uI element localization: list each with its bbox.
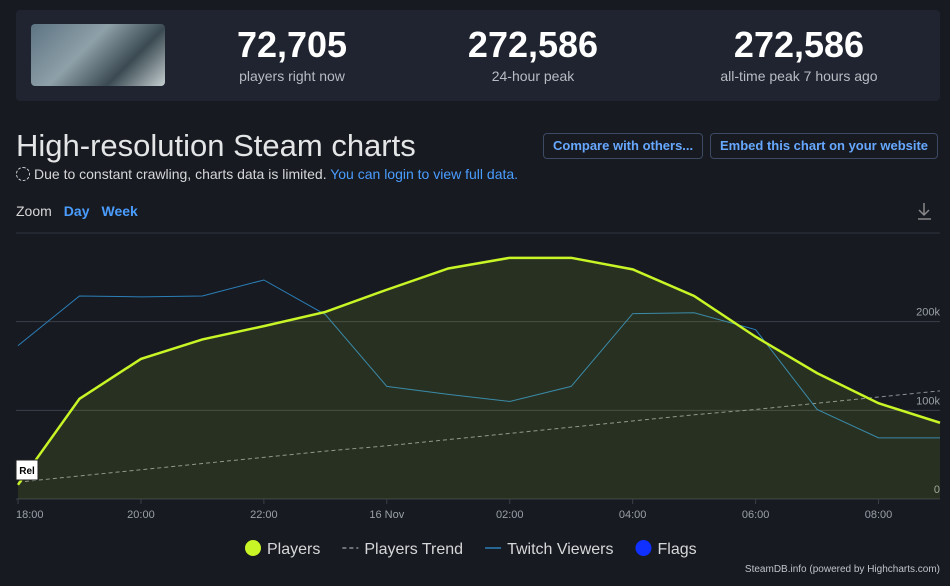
legend-label[interactable]: Players Trend <box>364 541 463 558</box>
x-tick-label: 02:00 <box>496 509 524 521</box>
y-tick-label: 100k <box>916 395 940 407</box>
zoom: Zoom Day Week <box>16 203 138 219</box>
legend-label[interactable]: Twitch Viewers <box>507 541 613 558</box>
series-line <box>17 390 941 483</box>
y-tick-label: 0 <box>934 484 940 496</box>
note: Due to constant crawling, charts data is… <box>16 166 518 182</box>
credits: SteamDB.info (powered by Highcharts.com) <box>745 564 940 575</box>
stat-label: 24-hour peak <box>491 68 575 84</box>
stat-value: 272,586 <box>467 24 599 65</box>
y-tick-label: 200k <box>916 307 940 319</box>
x-tick-label: 22:00 <box>250 509 278 521</box>
x-tick-label: 16 Nov <box>369 509 404 521</box>
legend-symbol <box>635 540 652 556</box>
stats-panel: 72,705 players right now 272,586 24-hour p… <box>16 10 940 101</box>
annotation-box <box>15 459 39 481</box>
embed-button[interactable]: Embed this chart on your website <box>710 133 939 159</box>
legend-label[interactable]: Players <box>267 541 320 558</box>
stat-label: players right now <box>239 68 345 84</box>
zoom-label: Zoom <box>16 203 52 219</box>
series-line <box>16 256 941 486</box>
zoom-option[interactable]: Week <box>101 203 138 219</box>
x-tick-label: 20:00 <box>127 509 155 521</box>
stat: 272,586 all-time peak 7 hours ago <box>699 24 899 84</box>
login-link[interactable]: You can login to view full data. <box>330 166 519 182</box>
zoom-option[interactable]: Day <box>63 203 90 219</box>
stat-value: 72,705 <box>236 24 348 65</box>
stat: 272,586 24-hour peak <box>433 24 633 84</box>
download-icon[interactable] <box>918 203 931 220</box>
note-text: Due to constant crawling, charts data is… <box>34 166 327 182</box>
annotation: Rel <box>19 466 35 477</box>
stat: 72,705 players right now <box>192 24 392 84</box>
x-tick-label: 18:00 <box>16 509 44 521</box>
x-tick-label: 04:00 <box>619 509 647 521</box>
page-title: High-resolution Steam charts <box>16 128 416 163</box>
area <box>18 257 940 499</box>
x-tick-label: 06:00 <box>742 509 770 521</box>
legend-label[interactable]: Flags <box>657 541 696 558</box>
stat-label: all-time peak 7 hours ago <box>720 68 878 84</box>
x-tick-label: 08:00 <box>865 509 893 521</box>
game-thumbnail[interactable] <box>31 24 165 86</box>
series-line <box>17 279 940 439</box>
compare-button[interactable]: Compare with others... <box>543 133 704 159</box>
legend-symbol <box>245 540 261 556</box>
stat-value: 272,586 <box>733 24 865 65</box>
